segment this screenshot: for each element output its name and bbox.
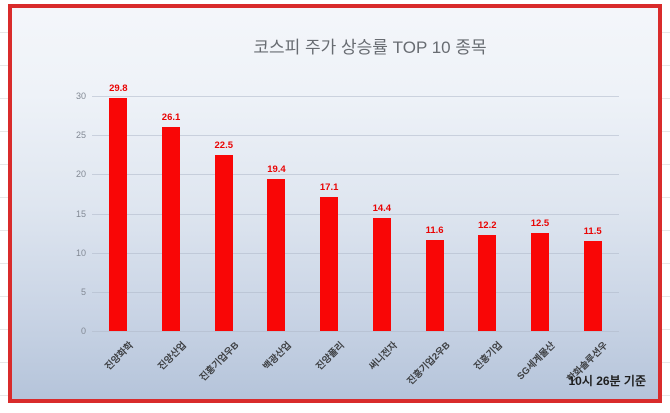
bar-value-label: 19.4 [267, 164, 286, 176]
bar-value-label: 26.1 [161, 111, 181, 123]
bar [109, 97, 128, 331]
chart-title: 코스피 주가 상승률 TOP 10 종목 [253, 38, 487, 57]
bar [320, 197, 339, 331]
y-tick-label: 30 [75, 91, 86, 101]
bar-value-label: 11.6 [425, 225, 444, 237]
bar [214, 154, 233, 331]
bar [372, 218, 391, 331]
y-tick-label: 5 [80, 286, 86, 297]
bar-value-label: 22.5 [214, 139, 234, 151]
bar-value-label: 12.5 [530, 218, 550, 230]
bar-value-label: 14.4 [372, 203, 392, 215]
bar [478, 235, 497, 331]
bar [583, 240, 602, 331]
y-tick-label: 20 [75, 169, 86, 180]
bar [162, 126, 181, 331]
y-tick-label: 25 [75, 130, 86, 141]
bar-value-label: 17.1 [319, 182, 339, 194]
bar [425, 240, 444, 331]
gridline [92, 135, 619, 137]
bar-value-label: 11.5 [583, 225, 602, 237]
gridline [92, 96, 619, 97]
gridline [92, 174, 619, 176]
gridline [92, 213, 619, 215]
y-tick-label: 10 [75, 247, 86, 258]
y-tick-label: 0 [80, 326, 86, 336]
bar [267, 179, 286, 331]
bar [530, 233, 549, 331]
timestamp-note: 10시 26분 기준 [568, 374, 646, 388]
gridline [92, 252, 619, 254]
bar-value-label: 29.8 [109, 82, 128, 94]
bar-value-label: 12.2 [478, 220, 497, 232]
gridline [92, 291, 619, 293]
gridline [92, 331, 619, 332]
y-tick-label: 15 [75, 208, 86, 219]
